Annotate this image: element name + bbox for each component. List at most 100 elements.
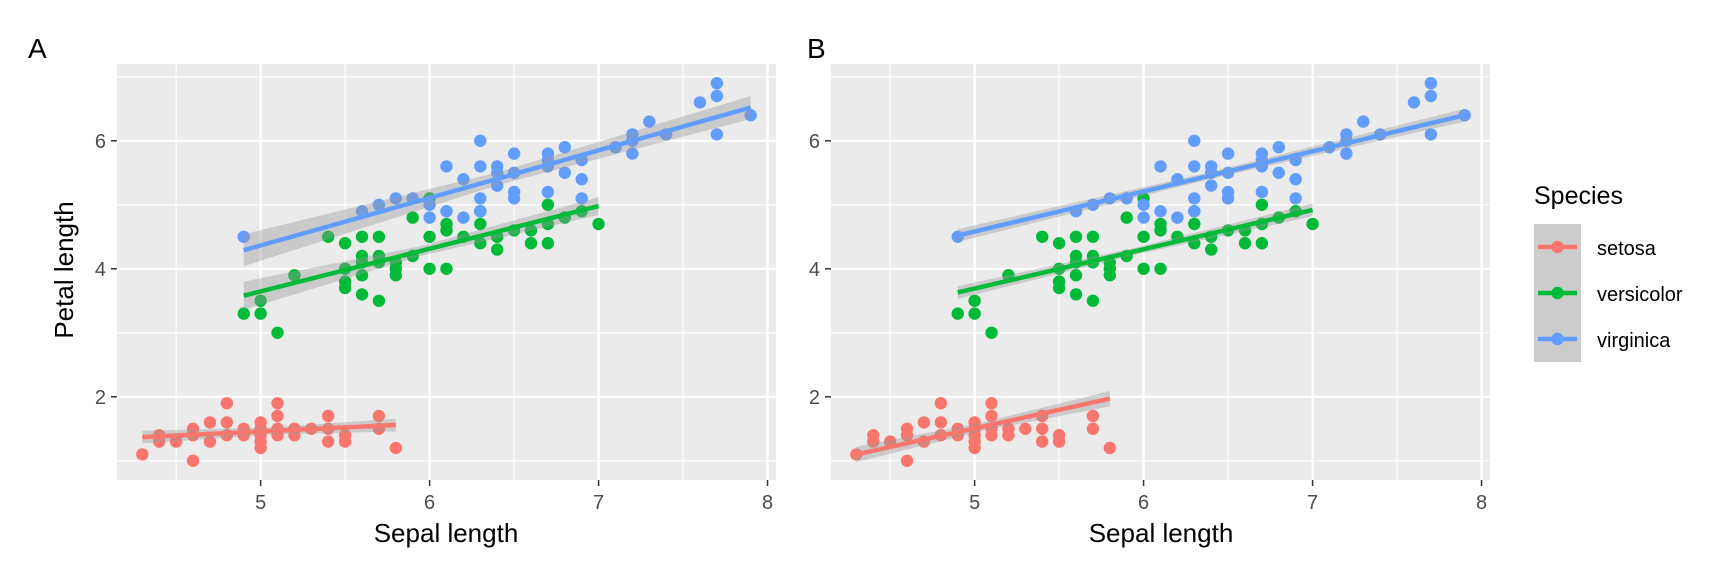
point-virginica	[507, 147, 521, 160]
point-versicolor	[524, 224, 538, 237]
point-versicolor	[1086, 230, 1100, 243]
point-setosa	[1002, 429, 1015, 442]
point-versicolor	[423, 230, 436, 243]
point-versicolor	[423, 262, 436, 275]
y-tick-label: 4	[809, 259, 820, 281]
point-setosa	[1086, 409, 1100, 423]
point-virginica	[457, 211, 470, 224]
point-setosa	[985, 409, 998, 423]
point-versicolor	[985, 326, 998, 339]
point-setosa	[338, 435, 352, 448]
panel-a-x-axis-label: Sepal length	[374, 518, 519, 548]
point-versicolor	[254, 307, 267, 320]
point-versicolor	[1036, 230, 1049, 243]
point-versicolor	[592, 217, 605, 231]
point-setosa	[271, 409, 284, 423]
point-versicolor	[474, 217, 487, 231]
point-versicolor	[338, 237, 352, 250]
point-virginica	[1137, 198, 1150, 211]
y-tick-label: 2	[809, 387, 820, 409]
point-setosa	[186, 422, 200, 435]
point-virginica	[1154, 160, 1167, 173]
point-versicolor	[1137, 230, 1150, 243]
point-setosa	[271, 397, 284, 410]
point-virginica	[643, 115, 656, 128]
point-virginica	[1221, 192, 1235, 205]
point-versicolor	[1086, 294, 1100, 307]
fit-line-versicolor	[957, 207, 1314, 295]
point-virginica	[474, 160, 487, 173]
point-versicolor	[1069, 269, 1083, 282]
point-virginica	[575, 173, 588, 186]
point-virginica	[440, 160, 453, 173]
point-virginica	[237, 230, 250, 243]
point-versicolor	[440, 224, 453, 237]
point-versicolor	[440, 262, 453, 275]
point-virginica	[626, 147, 639, 160]
point-virginica	[1340, 147, 1353, 160]
x-tick-label: 5	[969, 492, 980, 514]
point-versicolor	[355, 288, 369, 301]
point-virginica	[1154, 205, 1167, 218]
point-setosa	[169, 435, 183, 448]
point-virginica	[1137, 211, 1150, 224]
point-virginica	[558, 166, 571, 179]
legend-key-point-virginica	[1551, 332, 1564, 346]
legend-keys	[1538, 240, 1577, 346]
point-setosa	[203, 435, 217, 448]
point-virginica	[575, 192, 588, 205]
point-versicolor	[541, 237, 555, 250]
point-setosa	[1052, 435, 1066, 448]
point-virginica	[490, 179, 504, 192]
point-virginica	[507, 192, 521, 205]
point-virginica	[710, 128, 724, 141]
point-versicolor	[389, 269, 403, 282]
point-versicolor	[254, 294, 267, 307]
y-tick-label: 2	[95, 387, 106, 409]
point-setosa	[372, 409, 386, 423]
point-setosa	[1036, 422, 1049, 435]
point-versicolor	[1069, 288, 1083, 301]
fit-line-versicolor	[243, 203, 600, 298]
point-versicolor	[1120, 211, 1133, 224]
point-virginica	[423, 198, 436, 211]
fit-line-virginica	[957, 113, 1466, 238]
point-virginica	[1289, 192, 1302, 205]
y-tick-label: 4	[95, 259, 106, 281]
x-tick-label: 6	[1138, 492, 1149, 514]
point-virginica	[541, 185, 555, 199]
point-setosa	[985, 397, 998, 410]
point-versicolor	[1188, 217, 1201, 231]
point-virginica	[744, 109, 757, 122]
point-virginica	[474, 205, 487, 218]
legend-label-virginica: virginica	[1597, 330, 1671, 352]
panel-tag-a: A	[28, 33, 47, 64]
fit-line-setosa	[142, 422, 396, 440]
point-versicolor	[951, 307, 964, 320]
point-versicolor	[355, 230, 369, 243]
point-virginica	[457, 173, 470, 186]
x-tick-label: 8	[762, 492, 773, 514]
point-versicolor	[1154, 262, 1167, 275]
point-virginica	[1171, 211, 1184, 224]
point-versicolor	[524, 237, 538, 250]
point-virginica	[1272, 141, 1285, 154]
point-versicolor	[1052, 237, 1066, 250]
point-virginica	[558, 141, 571, 154]
point-versicolor	[1306, 217, 1319, 231]
point-setosa	[136, 448, 149, 461]
point-versicolor	[474, 237, 487, 250]
point-versicolor	[1204, 243, 1218, 256]
point-virginica	[1188, 160, 1201, 173]
y-tick-label: 6	[809, 131, 820, 153]
point-virginica	[1357, 115, 1370, 128]
point-virginica	[474, 134, 487, 147]
point-setosa	[203, 416, 217, 429]
point-versicolor	[406, 211, 419, 224]
point-setosa	[1086, 422, 1100, 435]
point-setosa	[917, 416, 931, 429]
point-virginica	[1188, 192, 1201, 205]
point-setosa	[934, 416, 948, 429]
point-setosa	[186, 454, 200, 467]
